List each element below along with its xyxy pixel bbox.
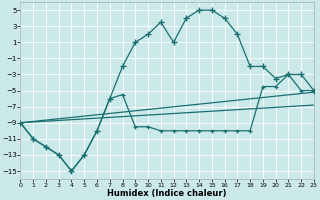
X-axis label: Humidex (Indice chaleur): Humidex (Indice chaleur) bbox=[108, 189, 227, 198]
